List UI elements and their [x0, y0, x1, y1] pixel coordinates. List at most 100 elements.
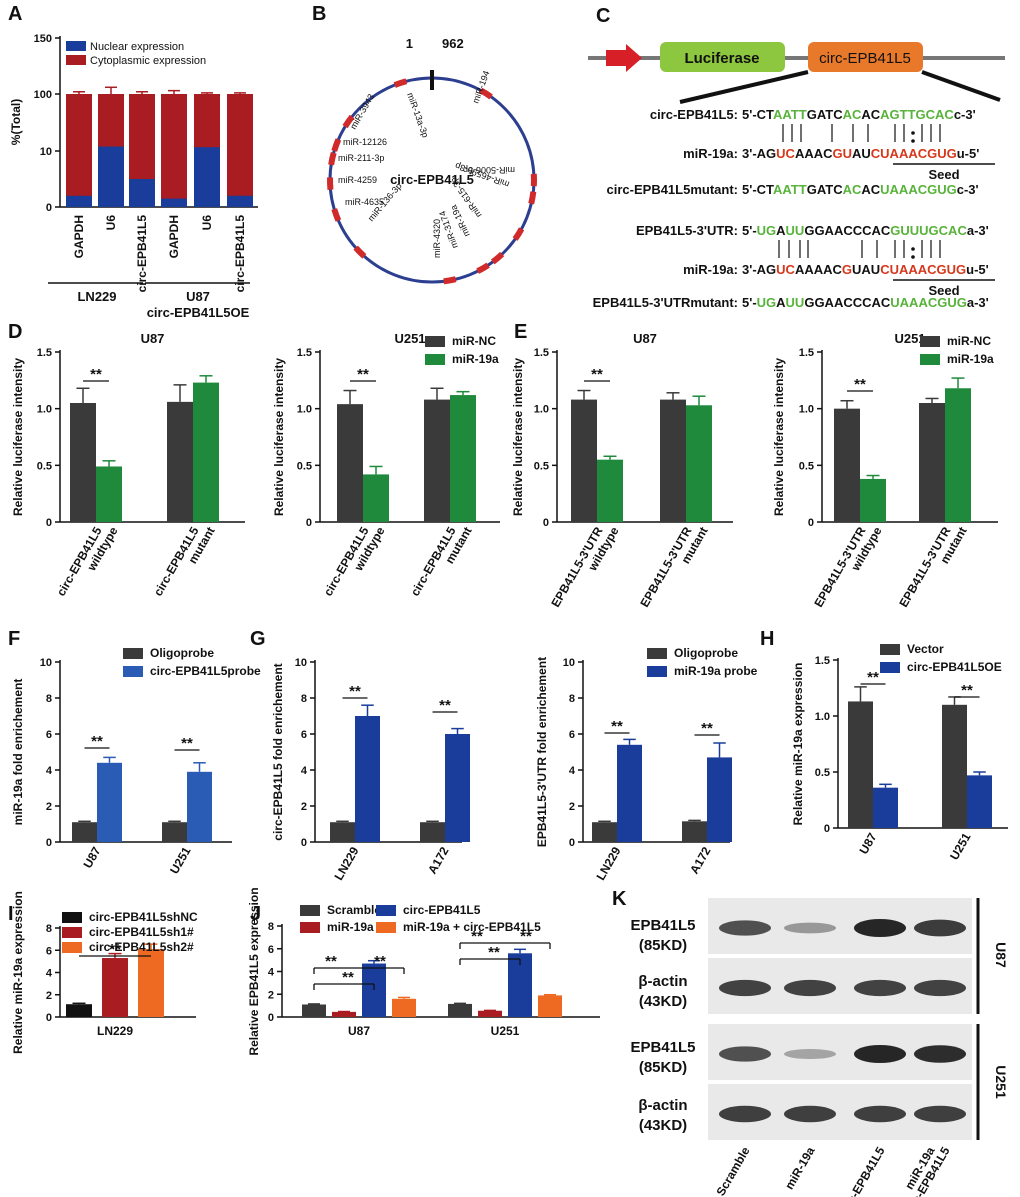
sequence-segment: UU: [786, 295, 805, 310]
bar: [942, 704, 967, 828]
binding-site: [393, 78, 408, 88]
bar-nuclear: [129, 179, 155, 207]
sequence-segment: AC: [861, 107, 880, 122]
y-tick-label: 10: [295, 657, 307, 669]
y-tick-label: 0: [268, 1012, 274, 1024]
significance-mark: **: [181, 735, 193, 752]
significance-mark: **: [439, 697, 451, 714]
significance-mark: **: [374, 953, 386, 970]
sequence-segment: UC: [776, 146, 795, 161]
panel-letter-G: G: [250, 628, 266, 650]
y-tick-label: 0: [824, 823, 830, 835]
zoom-line: [921, 70, 1001, 102]
bar: [138, 949, 164, 1017]
bar: [538, 995, 562, 1017]
western-blot: EPB41L5 (85KD) β-actin (43KD) EPB41L5 (85KD) β…: [630, 898, 1009, 1197]
legend-swatch: [123, 648, 143, 659]
bar: [420, 822, 445, 842]
bar: [448, 1003, 472, 1017]
bar: [167, 401, 193, 522]
sequence-segment: GU: [833, 146, 853, 161]
binding-site: [528, 191, 537, 205]
lane-label: circ-EPB41L5: [837, 1144, 888, 1197]
y-tick-label: 6: [46, 729, 52, 741]
significance-mark: **: [591, 366, 603, 383]
circ-box: [808, 42, 923, 72]
legend-swatch: [647, 666, 667, 677]
legend-label: Nuclear expression: [90, 41, 184, 53]
sequence-segment: UG: [757, 223, 777, 238]
legend-label: miR-NC: [947, 334, 991, 348]
y-tick-label: 0: [569, 837, 575, 849]
sequence-segment: 3'-AG: [742, 262, 776, 277]
binding-site: [512, 227, 525, 241]
sequence-segment: UAAACGUG: [890, 262, 967, 277]
sequence: 3'-AGUCAAAACGUAUCUAAACGUGu-5': [742, 262, 989, 277]
significance-mark: **: [488, 944, 500, 961]
y-tick-label: 0: [46, 1012, 52, 1024]
y-tick-label: 4: [569, 765, 576, 777]
sequence-segment: AAAC: [795, 146, 833, 161]
sequence-segment: C: [880, 262, 890, 277]
sequence-segment: A: [776, 295, 786, 310]
wobble-dot: [911, 247, 915, 251]
sequence-segment: 5'-CT: [742, 182, 774, 197]
blot-band: [784, 979, 836, 997]
mirna-label: miR-211-3p: [338, 153, 384, 163]
sequence-segment: GATC: [807, 182, 843, 197]
promoter-arrow: [606, 44, 642, 72]
legend-swatch: [66, 41, 86, 51]
band-label: (85KD): [639, 1059, 687, 1076]
x-tick-label: EPB41L5-3'UTR: [637, 524, 694, 609]
sequence: 5'-UGAUUGGAACCCACUAAACGUGa-3': [742, 295, 989, 310]
y-tick-label: 0: [543, 517, 549, 529]
y-tick-label: 4: [268, 967, 275, 979]
y-tick-label: 0: [306, 517, 312, 529]
legend-label: circ-EPB41L5shNC: [89, 910, 198, 924]
blot-band: [854, 1045, 906, 1063]
legend-label: circ-EPB41L5sh1#: [89, 925, 194, 939]
legend-label: miR-19a: [947, 352, 994, 366]
blot-band: [914, 1105, 966, 1123]
wobble-dot: [911, 255, 915, 259]
bar: [445, 734, 470, 842]
legend-label: miR-19a + circ-EPB41L5: [403, 920, 541, 934]
bar-cytoplasmic: [161, 94, 187, 207]
binding-site: [342, 114, 355, 129]
bar: [682, 821, 707, 842]
bar: [424, 399, 450, 522]
bar: [478, 1010, 502, 1017]
bar-nuclear: [161, 198, 187, 207]
blot-band: [784, 1105, 836, 1123]
y-tick-label: 8: [46, 693, 52, 705]
x-tick-label: circ-EPB41L5: [233, 215, 247, 293]
sequence-segment: u-5': [957, 146, 980, 161]
y-tick-label: 0.5: [297, 460, 312, 472]
sequence-segment: 5'-: [742, 223, 757, 238]
sequence-segment: 3'-AG: [742, 146, 776, 161]
chart-G2: 0 2 4 6 8 10 EPB41L5-3'UTR fold enrichement LN2…: [535, 646, 758, 883]
sequence-segment: UG: [757, 295, 777, 310]
legend-label: Oligoprobe: [674, 646, 738, 660]
sequence-segment: GGAACCCAC: [804, 295, 891, 310]
x-tick-label: LN229: [593, 844, 623, 882]
x-tick-label: U251: [491, 1024, 520, 1038]
y-tick-label: 1.0: [37, 404, 52, 416]
sequence: 5'-UGAUUGGAACCCACGUUUGCACa-3': [742, 223, 989, 238]
binding-site: [490, 251, 505, 265]
y-tick-label: 6: [46, 945, 52, 957]
bar-nuclear: [194, 147, 220, 207]
y-tick-label: 0: [301, 837, 307, 849]
y-tick-label: 1.5: [799, 347, 814, 359]
bar: [450, 395, 476, 522]
x-tick-label: A172: [425, 844, 452, 876]
y-tick-label: 0.5: [799, 460, 814, 472]
band-label: β-actin: [638, 1097, 687, 1114]
y-axis-label: miR-19a fold enrichement: [11, 679, 25, 826]
cell-line-label: U87: [993, 942, 1009, 968]
panel-letter-A: A: [8, 3, 22, 25]
group-label: LN229: [77, 289, 116, 304]
chart-title: U251: [394, 331, 425, 346]
bar: [332, 1011, 356, 1017]
